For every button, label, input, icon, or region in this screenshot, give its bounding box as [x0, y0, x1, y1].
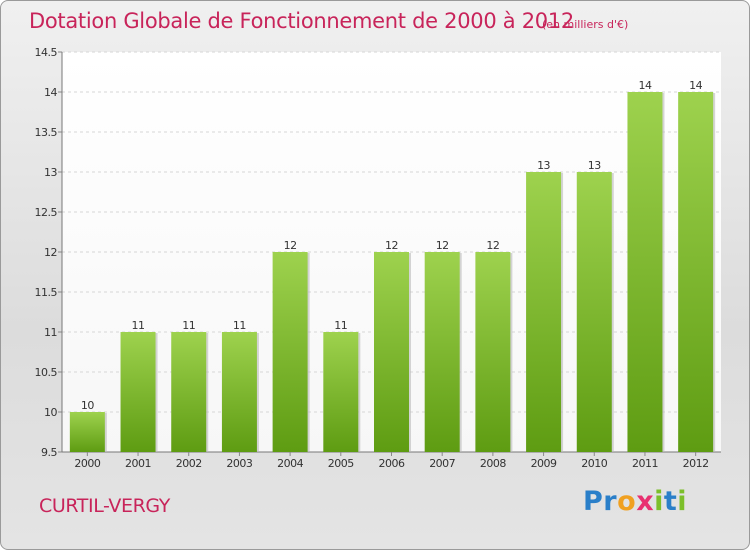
bar — [424, 252, 460, 452]
data-label: 11 — [182, 319, 195, 332]
x-tick-label: 2003 — [226, 457, 252, 470]
bar — [120, 332, 156, 452]
bar — [69, 412, 105, 452]
logo-letter: o — [617, 486, 637, 517]
commune-name: CURTIL-VERGY — [39, 495, 170, 517]
data-label: 11 — [334, 319, 347, 332]
data-label: 10 — [81, 399, 94, 412]
x-tick-label: 2012 — [683, 457, 709, 470]
bar — [374, 252, 409, 452]
logo-letter: P — [583, 486, 604, 517]
y-tick-label: 11.5 — [35, 286, 58, 299]
logo-letter: r — [603, 486, 618, 517]
data-label: 14 — [689, 79, 702, 92]
x-tick-label: 2009 — [531, 457, 557, 470]
data-label: 13 — [537, 159, 550, 172]
y-tick-label: 14 — [44, 86, 57, 99]
bar — [221, 332, 257, 452]
x-tick-label: 2002 — [176, 457, 202, 470]
proxiti-logo: Proxiti — [583, 486, 687, 517]
x-tick-label: 2004 — [277, 457, 303, 470]
bar — [323, 332, 359, 452]
bar — [526, 172, 562, 452]
bar — [678, 92, 714, 452]
x-tick-label: 2008 — [480, 457, 506, 470]
data-label: 12 — [385, 239, 398, 252]
data-label: 13 — [588, 159, 601, 172]
bar — [576, 172, 612, 452]
y-tick-label: 10 — [44, 406, 57, 419]
y-tick-label: 11 — [44, 326, 57, 339]
y-tick-label: 9.5 — [41, 446, 57, 459]
x-tick-label: 2010 — [581, 457, 607, 470]
logo-letter: i — [654, 486, 664, 517]
data-label: 11 — [233, 319, 246, 332]
x-tick-label: 2006 — [379, 457, 405, 470]
chart-title: Dotation Globale de Fonctionnement de 20… — [29, 9, 574, 33]
y-tick-label: 12.5 — [35, 206, 58, 219]
x-tick-label: 2011 — [632, 457, 658, 470]
bar — [272, 252, 308, 452]
data-label: 12 — [436, 239, 449, 252]
data-label: 12 — [284, 239, 297, 252]
x-tick-label: 2001 — [125, 457, 151, 470]
x-tick-label: 2007 — [429, 457, 455, 470]
bar — [627, 92, 663, 452]
x-tick-label: 2005 — [328, 457, 354, 470]
y-tick-label: 12 — [44, 246, 57, 259]
data-label: 12 — [486, 239, 499, 252]
logo-letter: i — [677, 486, 688, 517]
unit-label: (en milliers d'€) — [542, 18, 629, 31]
y-tick-label: 14.5 — [35, 46, 58, 59]
y-tick-label: 13.5 — [35, 126, 58, 139]
logo-letter: t — [663, 486, 678, 517]
bar — [171, 332, 207, 452]
y-tick-label: 13 — [44, 166, 57, 179]
logo-letter: x — [636, 486, 655, 517]
x-tick-label: 2000 — [74, 457, 100, 470]
data-label: 11 — [132, 319, 145, 332]
y-tick-label: 10.5 — [35, 366, 58, 379]
data-label: 14 — [638, 79, 651, 92]
bar — [475, 252, 511, 452]
